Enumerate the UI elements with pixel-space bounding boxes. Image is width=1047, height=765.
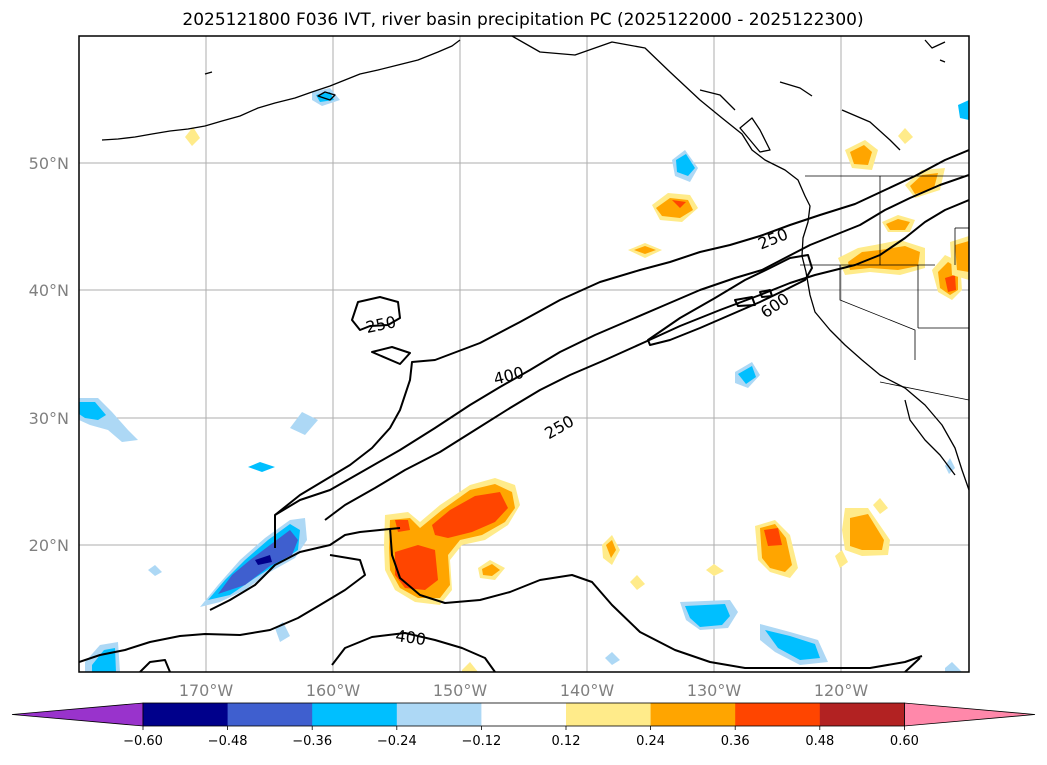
colorbar-extend-low (11, 702, 144, 727)
colorbar-tick-label: 0.48 (805, 734, 834, 749)
colorbar-outline (142, 702, 905, 727)
colorbar-segment (312, 703, 398, 726)
map-background (79, 36, 969, 672)
positive-pc-fill (185, 127, 969, 672)
colorbar-segment (396, 703, 482, 726)
figure-title: 2025121800 F036 IVT, river basin precipi… (182, 10, 863, 30)
lat-tick-label: 40°N (29, 281, 69, 300)
ivt-contour-600 (647, 254, 813, 346)
colorbar-tick-label: 0.24 (636, 734, 665, 749)
ivt-contour-400 (274, 174, 969, 548)
ivt-contour-250-south (324, 199, 969, 521)
colorbar-tick-label: −0.60 (123, 734, 163, 749)
colorbar-extend-high (904, 702, 1036, 727)
negative-pc-fill (79, 88, 969, 672)
lon-tick-label: 170°W (179, 681, 234, 700)
map-frame (78, 35, 970, 673)
ivt-contours (79, 149, 969, 672)
latitude-tick-labels: 50°N 40°N 30°N 20°N (29, 154, 69, 555)
state-borders (800, 175, 969, 401)
lon-tick-label: 160°W (306, 681, 361, 700)
lon-tick-label: 150°W (433, 681, 488, 700)
lat-tick-label: 20°N (29, 536, 69, 555)
lat-tick-label: 50°N (29, 154, 69, 173)
longitude-tick-labels: 170°W 160°W 150°W 140°W 130°W 120°W (179, 681, 869, 700)
colorbar-tick-label: 0.36 (721, 734, 750, 749)
colorbar-tick-label: 0.60 (890, 734, 919, 749)
coastlines (101, 36, 969, 491)
lat-tick-label: 30°N (29, 409, 69, 428)
colorbar-tick-label: −0.48 (208, 734, 248, 749)
colorbar-tick-label: −0.12 (461, 734, 501, 749)
colorbar-segment (143, 703, 229, 726)
colorbar-segment (819, 703, 905, 726)
map-content: 250 250 400 400 250 600 (79, 36, 969, 672)
colorbar-segment (735, 703, 821, 726)
colorbar: −0.60 −0.48 −0.36 −0.24 −0.12 0.12 0.24 0.36 0.4… (11, 702, 1036, 749)
colorbar-tick-label: −0.24 (377, 734, 417, 749)
ivt-contour-250-north (274, 149, 969, 516)
colorbar-segment (227, 703, 313, 726)
gridlines (79, 36, 969, 672)
colorbar-segment (650, 703, 736, 726)
colorbar-tick-label: 0.12 (552, 734, 581, 749)
lon-tick-label: 130°W (687, 681, 742, 700)
colorbar-tick-label: −0.36 (292, 734, 332, 749)
colorbar-segment (566, 703, 652, 726)
lon-tick-label: 120°W (814, 681, 869, 700)
colorbar-segment (481, 703, 567, 726)
lon-tick-label: 140°W (560, 681, 615, 700)
contour-label-400-lower: 400 (394, 626, 427, 649)
